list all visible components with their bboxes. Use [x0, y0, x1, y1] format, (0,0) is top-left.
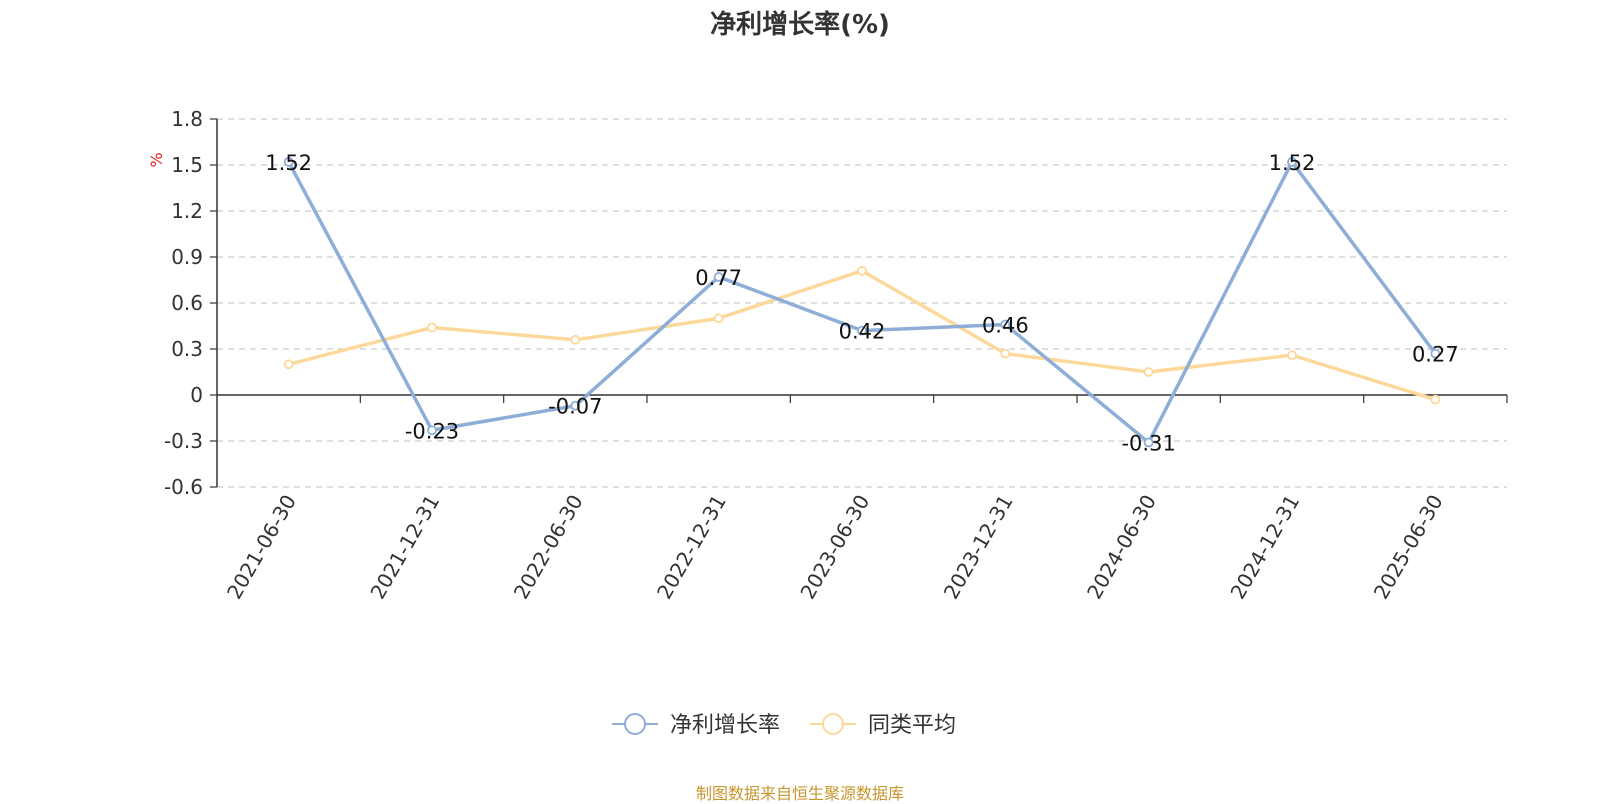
data-point [713, 272, 724, 282]
y-tick-label: 1.5 [171, 153, 203, 177]
legend-marker [624, 713, 646, 735]
data-point [713, 313, 724, 324]
data-point [1143, 367, 1154, 377]
legend[interactable]: 净利增长率 同类平均 [612, 713, 956, 738]
data-point [427, 322, 437, 333]
x-tick-label: 2024-06-30 [1082, 491, 1161, 604]
x-tick-label: 2023-06-30 [795, 491, 874, 604]
data-point [1000, 319, 1011, 330]
y-axis-unit-label: % [147, 152, 166, 167]
data-point [283, 157, 294, 167]
legend-item[interactable]: 同类平均 [810, 713, 956, 738]
data-label: 0.42 [839, 320, 886, 344]
axes: 1.8 1.5 1.2 0.9 0.6 0.3 0 -0.3 -0.6% 2021-06-30 20… [147, 107, 1508, 604]
data-point [1430, 394, 1441, 405]
series-layer [283, 157, 1441, 448]
x-tick-label: 2023-12-31 [939, 490, 1018, 603]
y-tick-label: 1.8 [171, 107, 203, 131]
data-point [1000, 348, 1011, 359]
data-label: 1.52 [265, 151, 312, 175]
data-labels: 1.52 -0.23 -0.07 0.77 0.42 0.46 -0.31 1.52 0.27 [265, 151, 1458, 456]
data-point [1287, 157, 1297, 167]
data-label: -0.23 [405, 419, 459, 443]
data-label: 0.46 [982, 313, 1029, 337]
data-label: 0.77 [695, 266, 742, 290]
data-label: -0.07 [548, 395, 602, 419]
data-label: 1.52 [1269, 151, 1316, 175]
grid-lines [217, 118, 1507, 488]
data-point [570, 334, 581, 345]
data-point [283, 359, 294, 370]
legend-label: 净利增长率 [670, 713, 780, 738]
x-tick-label: 2021-06-30 [222, 491, 301, 604]
source-note: 制图数据来自恒生聚源数据库 [695, 784, 904, 803]
x-tick-label: 2021-12-31 [365, 491, 444, 604]
x-tick-label: 2024-12-31 [1225, 491, 1304, 604]
x-tick-label: 2022-06-30 [509, 491, 588, 604]
data-point [857, 265, 867, 276]
data-label: 0.27 [1412, 343, 1459, 367]
y-tick-label: -0.3 [164, 429, 203, 453]
data-point [1430, 348, 1441, 359]
y-tick-label: -0.6 [164, 475, 203, 499]
series-line [287, 160, 1437, 445]
chart-title: 净利增长率(%) [710, 10, 890, 40]
y-tick-label: 0.9 [171, 245, 203, 269]
legend-label: 同类平均 [868, 713, 956, 738]
legend-marker [822, 713, 844, 735]
x-tick-label: 2022-12-31 [652, 491, 731, 604]
legend-item[interactable]: 净利增长率 [612, 713, 780, 738]
y-tick-label: 0.3 [171, 337, 203, 361]
y-tick-label: 0 [190, 383, 203, 407]
data-point [1287, 350, 1297, 361]
data-point [1143, 437, 1154, 448]
y-tick-label: 1.2 [171, 199, 203, 223]
data-point [570, 400, 581, 411]
data-point [857, 325, 867, 336]
y-tick-label: 0.6 [171, 291, 203, 315]
data-point [427, 425, 437, 436]
x-tick-label: 2025-06-30 [1369, 491, 1448, 604]
data-label: -0.31 [1121, 432, 1175, 456]
